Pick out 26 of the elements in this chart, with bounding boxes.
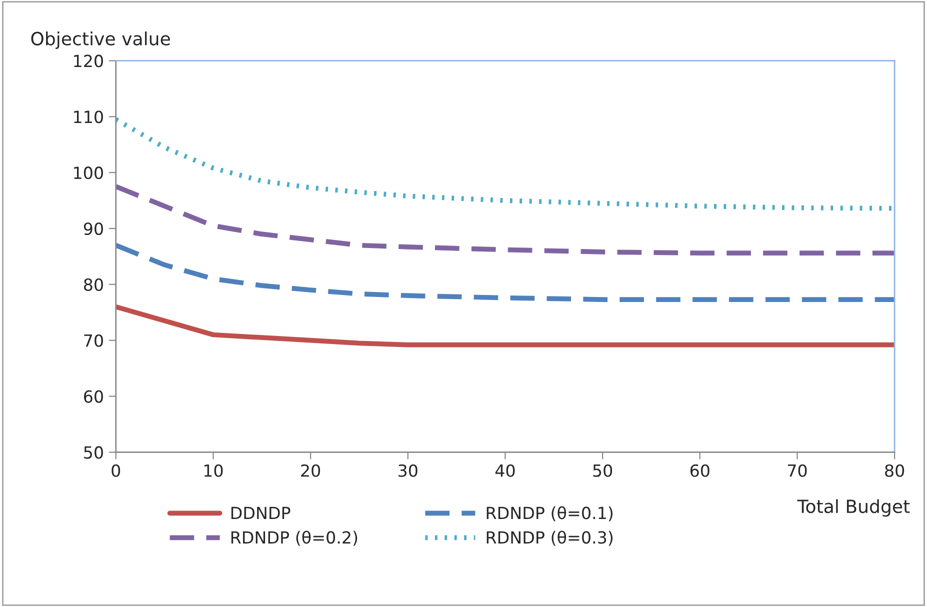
y-tick-label: 70 xyxy=(84,334,103,347)
x-tick-label: 0 xyxy=(112,464,120,477)
legend-label: RDNDP (θ=0.1) xyxy=(486,506,613,522)
line-series xyxy=(116,242,895,302)
line-series xyxy=(116,184,895,256)
legend-label: DDNDP xyxy=(231,506,290,520)
y-tick-label: 100 xyxy=(74,166,103,180)
x-tick-label: 50 xyxy=(593,464,612,477)
legend-label: RDNDP (θ=0.2) xyxy=(231,530,358,546)
x-tick-label: 20 xyxy=(301,464,320,477)
x-tick-label: 80 xyxy=(885,464,904,477)
x-tick-label: 40 xyxy=(495,464,515,477)
x-tick-label: 60 xyxy=(690,464,710,477)
x-axis-title: Total Budget xyxy=(797,499,910,517)
y-axis-title: Objective value xyxy=(31,31,170,49)
y-tick-label: 60 xyxy=(84,390,103,403)
y-tick-label: 90 xyxy=(84,222,103,236)
legend-label: RDNDP (θ=0.3) xyxy=(486,530,613,546)
x-tick-label: 10 xyxy=(204,464,223,477)
y-tick-label: 120 xyxy=(74,54,103,68)
line-series xyxy=(116,304,895,348)
x-tick-label: 70 xyxy=(788,464,807,477)
x-tick-label: 30 xyxy=(398,464,418,477)
y-tick-label: 110 xyxy=(74,110,103,124)
y-tick-label: 80 xyxy=(84,278,103,291)
y-tick-label: 50 xyxy=(84,446,103,459)
